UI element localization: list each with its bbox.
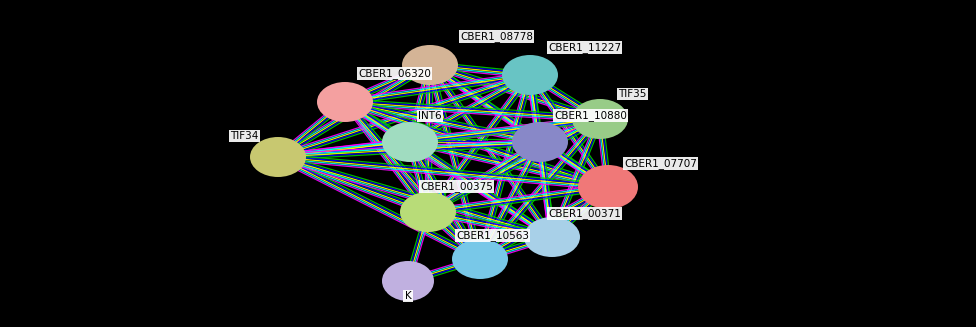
Ellipse shape bbox=[382, 122, 438, 162]
Text: CBER1_11227: CBER1_11227 bbox=[548, 42, 621, 53]
Ellipse shape bbox=[250, 137, 306, 177]
Ellipse shape bbox=[572, 99, 628, 139]
Text: CBER1_07707: CBER1_07707 bbox=[624, 158, 697, 169]
Ellipse shape bbox=[452, 239, 508, 279]
Text: CBER1_06320: CBER1_06320 bbox=[358, 68, 430, 79]
Text: CBER1_10880: CBER1_10880 bbox=[554, 110, 627, 121]
Ellipse shape bbox=[512, 122, 568, 162]
Text: TIF35: TIF35 bbox=[618, 89, 646, 99]
Ellipse shape bbox=[400, 192, 456, 232]
Text: CBER1_00375: CBER1_00375 bbox=[420, 181, 493, 192]
Ellipse shape bbox=[502, 55, 558, 95]
Text: K: K bbox=[405, 291, 411, 301]
Ellipse shape bbox=[317, 82, 373, 122]
Ellipse shape bbox=[382, 261, 434, 301]
Text: CBER1_00371: CBER1_00371 bbox=[548, 208, 621, 219]
Text: TIF34: TIF34 bbox=[230, 131, 259, 141]
Ellipse shape bbox=[402, 45, 458, 85]
Text: CBER1_08778: CBER1_08778 bbox=[460, 31, 533, 42]
Ellipse shape bbox=[578, 165, 638, 209]
Text: INT6: INT6 bbox=[418, 111, 441, 121]
Text: CBER1_10563: CBER1_10563 bbox=[456, 230, 529, 241]
Ellipse shape bbox=[524, 217, 580, 257]
